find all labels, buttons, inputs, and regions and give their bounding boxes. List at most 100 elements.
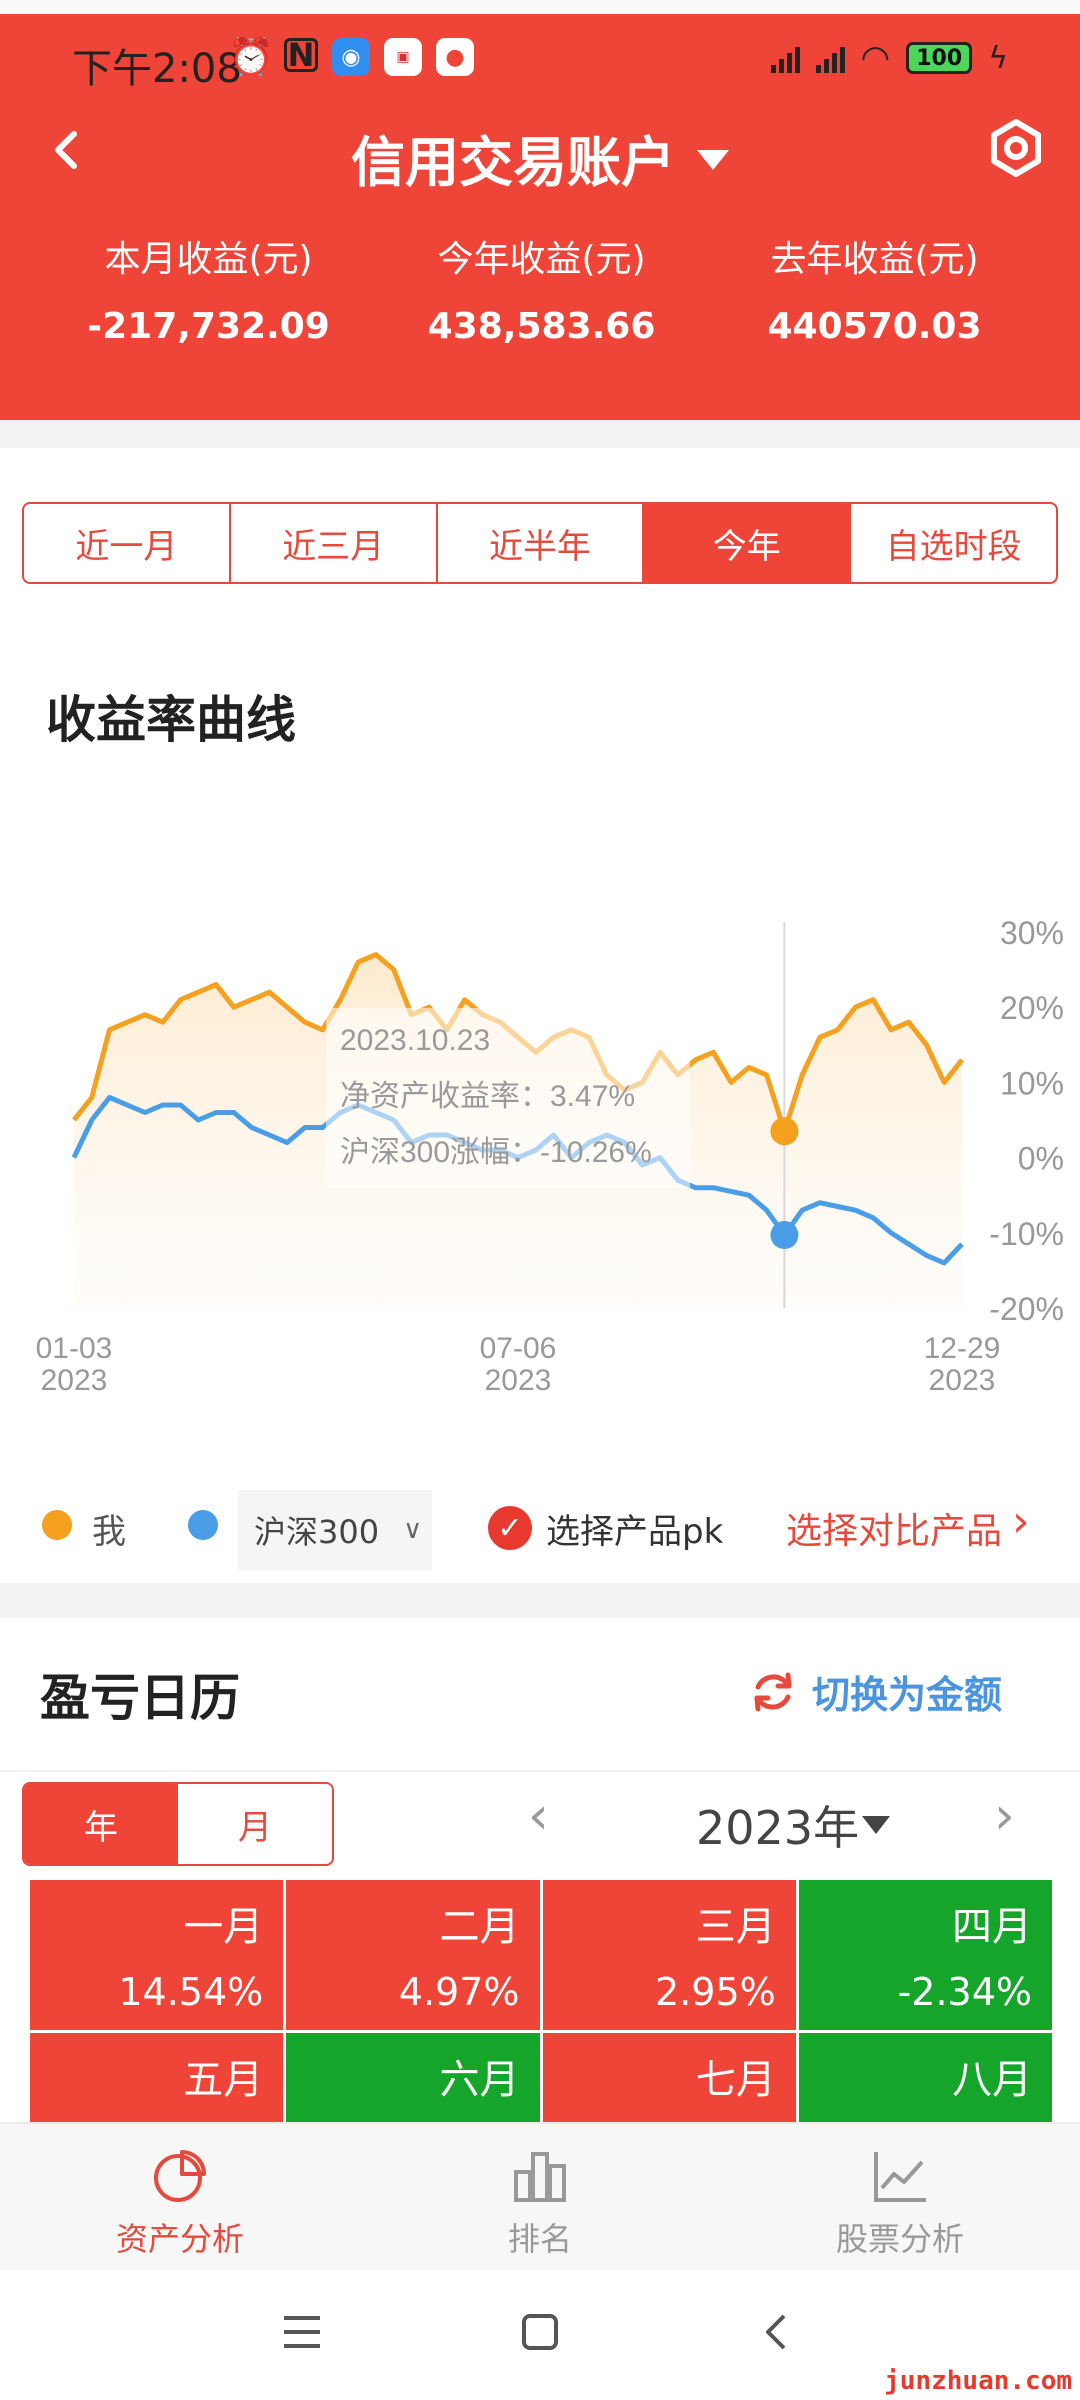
nav-label: 资产分析 [115,2220,244,2258]
tab-half-year[interactable]: 近半年 [438,504,645,582]
chevron-right-icon[interactable]: › [1012,1496,1030,1547]
y-tick-label: 0% [1018,1141,1064,1177]
month-name: 一月 [183,1904,264,1950]
settings-button[interactable] [980,112,1052,184]
bottom-nav: 资产分析 排名 股票分析 [0,2122,1080,2270]
pk-check-icon[interactable]: ✓ [488,1506,532,1550]
pk-select-label[interactable]: 选择产品pk [546,1512,724,1552]
app-notification-icon: ● [436,38,474,76]
battery-icon: 100 [906,42,973,74]
income-summary: 本月收益(元) -217,732.09 今年收益(元) 438,583.66 去… [0,230,1080,347]
tab-1-month[interactable]: 近一月 [24,504,231,582]
month-cell[interactable]: 四月 -2.34% [798,1880,1052,2030]
x-tick-label: 07-06 [480,1332,557,1365]
tab-3-months[interactable]: 近三月 [231,504,438,582]
income-value: 438,583.66 [427,306,656,347]
nav-ranking[interactable]: 排名 [360,2124,720,2270]
month-name: 三月 [695,1904,776,1950]
legend-me-dot [42,1510,72,1540]
header: 下午2:08 ⏰ N ◉ ▣ ● ◠ 100 ϟ 信用交易账户 [0,0,1080,420]
prev-year-button[interactable]: ‹ [528,1786,549,1846]
tab-custom-period[interactable]: 自选时段 [885,526,1022,567]
page-title: 信用交易账户 [351,131,675,194]
month-name: 七月 [695,2057,776,2103]
account-selector[interactable]: 信用交易账户 [0,118,1080,197]
compare-product-link[interactable]: 选择对比产品 [786,1511,1003,1552]
nav-stock-analysis[interactable]: 股票分析 [720,2124,1080,2270]
gear-icon [991,119,1041,177]
pie-chart-icon [154,2150,206,2202]
month-name: 八月 [952,2057,1032,2103]
top-strip [0,0,1080,14]
tab-this-year[interactable]: 今年 [644,504,852,582]
wifi-icon: ◠ [860,38,891,78]
toggle-year[interactable]: 年 [24,1784,178,1864]
period-tabs: 近一月 近三月 近半年 今年 自选时段 [22,502,1058,584]
menu-icon[interactable] [280,2310,324,2354]
my-return-marker [770,1117,799,1146]
index-selector-label: 沪深300 [254,1513,380,1551]
year-navigator: ‹ 2023年 › [520,1786,1040,1864]
back-button[interactable] [38,120,98,180]
alarm-icon: ⏰ [228,37,274,78]
x-tick-label: 2023 [929,1364,996,1397]
caret-down-icon[interactable] [862,1816,890,1834]
y-tick-label: -20% [989,1291,1064,1327]
month-return: 4.97% [398,1970,520,2014]
home-icon[interactable] [518,2310,562,2354]
charging-icon: ϟ [988,40,1008,76]
refresh-icon [754,1672,792,1711]
tooltip-text: 沪深300涨幅：-10.26% [340,1136,652,1169]
month-name: 二月 [439,1904,520,1950]
income-last-year: 去年收益(元) 440570.03 [708,230,1041,347]
return-chart-card: 近一月 近三月 近半年 今年 自选时段 收益率曲线 30% 20% 10% 0% -10… [0,448,1080,1583]
battery-level: 100 [916,45,963,71]
watermark: junzhuan.com [884,2366,1072,2396]
chevron-down-icon: ∨ [403,1515,423,1545]
next-year-button[interactable]: › [994,1786,1015,1846]
month-cell[interactable]: 七月 [542,2033,796,2122]
y-tick-label: 10% [1000,1065,1064,1101]
month-cell[interactable]: 一月 14.54% [30,1880,284,2030]
line-chart-icon [874,2152,926,2202]
month-cell[interactable]: 六月 [286,2033,540,2122]
signal-icon [770,43,800,73]
divider [0,1770,1080,1772]
switch-label: 切换为金额 [812,1673,1003,1717]
chart-legend: 我 沪深300 ∨ ✓ 选择产品pk 选择对比产品 › [0,1480,1080,1570]
income-label: 本月收益(元) [104,239,313,280]
month-return: 2.95% [655,1970,776,2014]
nav-asset-analysis[interactable]: 资产分析 [0,2124,360,2270]
index-selector[interactable]: 沪深300 ∨ [238,1490,432,1570]
y-tick-label: -10% [989,1216,1064,1252]
calendar-title: 盈亏日历 [40,1669,240,1727]
status-time: 下午2:08 [72,46,242,92]
year-month-toggle: 年 月 [22,1782,334,1866]
nfc-icon: N [284,36,318,74]
legend-index-dot [188,1510,218,1540]
month-grid: 一月 14.54% 二月 4.97% 三月 2.95% 四月 -2.34% 五月 六月 七月 八月 [30,1880,1052,2122]
return-line-chart[interactable]: 30%20%10%0%-10%-20%01-03202307-06202312-… [0,878,1080,1398]
month-return: -2.34% [897,1970,1032,2014]
bar-chart-icon [514,2152,566,2202]
status-bar: 下午2:08 ⏰ N ◉ ▣ ● ◠ 100 ϟ [0,14,1080,104]
month-cell[interactable]: 八月 [798,2033,1052,2122]
switch-to-amount-button[interactable]: 切换为金额 [748,1664,1002,1719]
toggle-month[interactable]: 月 [238,1807,272,1848]
year-selector[interactable]: 2023年 [696,1801,860,1855]
system-nav-bar: junzhuan.com [0,2270,1080,2400]
x-tick-label: 12-29 [924,1332,1001,1365]
y-tick-label: 20% [1000,990,1064,1026]
chart-title: 收益率曲线 [46,691,296,749]
tooltip-text: 2023.10.23 [340,1024,490,1057]
month-cell[interactable]: 二月 4.97% [286,1880,540,2030]
x-tick-label: 2023 [485,1364,552,1397]
income-year: 今年收益(元) 438,583.66 [375,230,708,347]
income-label: 去年收益(元) [770,239,979,280]
back-icon[interactable] [756,2310,800,2354]
month-return: 14.54% [118,1970,264,2014]
month-cell[interactable]: 三月 2.95% [542,1880,796,2030]
month-name: 五月 [183,2057,264,2103]
nav-bar: 信用交易账户 [0,100,1080,210]
month-cell[interactable]: 五月 [30,2033,284,2122]
